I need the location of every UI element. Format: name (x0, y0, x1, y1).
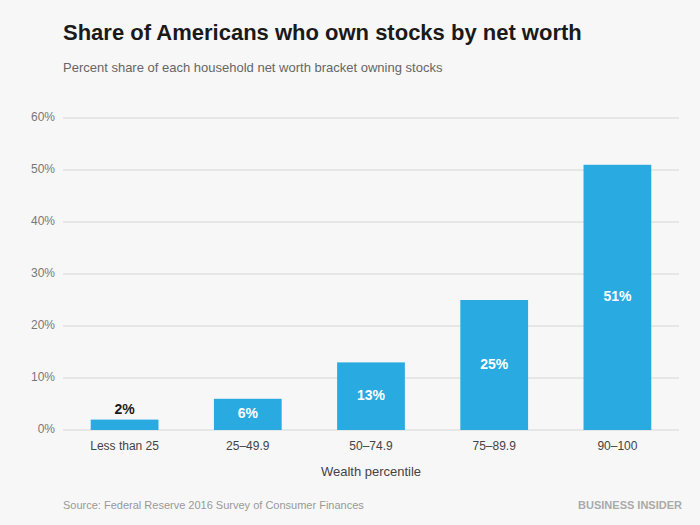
y-tick-label: 0% (38, 422, 56, 436)
grid-line (63, 118, 679, 119)
y-tick-label: 40% (31, 214, 55, 228)
x-tick-label: 50–74.9 (349, 439, 393, 453)
bar (91, 420, 159, 430)
y-tick-label: 60% (31, 110, 55, 124)
background (0, 0, 700, 525)
credit: BUSINESS INSIDER (578, 499, 682, 511)
data-label: 6% (238, 405, 259, 421)
bar (214, 399, 282, 430)
bar (584, 165, 652, 430)
x-tick-label: 75–89.9 (473, 439, 517, 453)
page: {"chart_data": {"type": "bar", "title": … (0, 0, 700, 525)
data-label: 51% (603, 288, 632, 304)
x-tick-label: 90–100 (597, 439, 637, 453)
bars (91, 165, 652, 430)
data-label: 25% (480, 356, 509, 372)
x-axis: Less than 25 25–49.9 50–74.9 75–89.9 90–100 (90, 439, 638, 453)
y-tick-label: 30% (31, 266, 55, 280)
bar (460, 300, 528, 430)
chart-svg: Share of Americans who own stocks by net… (0, 0, 700, 525)
bar (337, 362, 405, 430)
y-axis: 0% 10% 20% 30% 40% 50% 60% (31, 110, 679, 436)
source-note: Source: Federal Reserve 2016 Survey of C… (63, 499, 364, 511)
y-tick-label: 20% (31, 318, 55, 332)
subtitle: Percent share of each household net wort… (63, 60, 443, 75)
data-labels: 2% 6% 13% 25% 51% (114, 288, 631, 421)
data-label: 13% (357, 387, 386, 403)
y-tick-label: 10% (31, 370, 55, 384)
chart-container: Share of Americans who own stocks by net… (0, 0, 700, 525)
x-tick-label: Less than 25 (90, 439, 159, 453)
x-axis-label: Wealth percentile (321, 464, 421, 479)
x-tick-label: 25–49.9 (226, 439, 270, 453)
y-tick-label: 50% (31, 162, 55, 176)
title: Share of Americans who own stocks by net… (63, 20, 582, 45)
data-label: 2% (114, 401, 135, 417)
